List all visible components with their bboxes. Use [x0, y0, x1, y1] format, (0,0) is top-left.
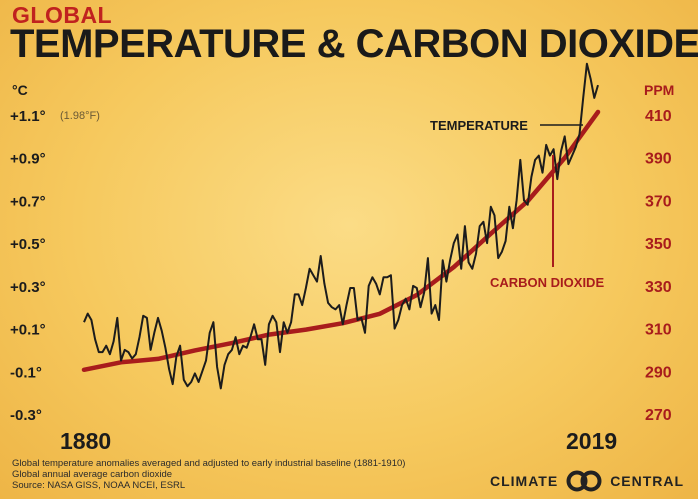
temperature-label: TEMPERATURE — [430, 118, 528, 133]
co2-label: CARBON DIOXIDE — [490, 275, 604, 290]
left-tick-label: +0.3° — [10, 279, 46, 296]
x-start-label: 1880 — [60, 428, 111, 454]
chart-title: TEMPERATURE & CARBON DIOXIDE — [10, 22, 698, 66]
temperature-series-line — [83, 62, 599, 390]
right-tick-label: 370 — [645, 193, 672, 210]
left-tick-label: +1.1° — [10, 108, 46, 125]
left-tick-label: -0.1° — [10, 364, 42, 381]
linked-rings-icon — [566, 470, 602, 492]
right-tick-label: 270 — [645, 407, 672, 424]
right-tick-label: 290 — [645, 364, 672, 381]
footnote-source: Source: NASA GISS, NOAA NCEI, ESRL — [12, 480, 186, 491]
right-tick-label: 350 — [645, 236, 672, 253]
footnote-co2: Global annual average carbon dioxide — [12, 469, 173, 480]
climate-central-logo: CLIMATE CENTRAL — [490, 470, 684, 492]
left-tick-label: +0.7° — [10, 193, 46, 210]
left-tick-label: +0.9° — [10, 151, 46, 168]
right-tick-label: 410 — [645, 108, 672, 125]
footnote-baseline: Global temperature anomalies averaged an… — [12, 458, 406, 469]
fahrenheit-note: (1.98°F) — [60, 110, 100, 122]
right-tick-label: 330 — [645, 279, 672, 296]
brand-right: CENTRAL — [610, 473, 685, 489]
left-tick-label: +0.1° — [10, 322, 46, 339]
chart-kicker: GLOBAL — [12, 2, 113, 28]
right-tick-label: 310 — [645, 322, 672, 339]
left-tick-label: -0.3° — [10, 407, 42, 424]
left-tick-label: +0.5° — [10, 236, 46, 253]
left-axis-unit: °C — [12, 82, 28, 98]
brand-left: CLIMATE — [490, 473, 559, 489]
x-end-label: 2019 — [566, 428, 617, 454]
footnotes: Global temperature anomalies averaged an… — [12, 458, 405, 491]
right-axis-unit: PPM — [644, 82, 674, 98]
right-tick-label: 390 — [645, 151, 672, 168]
